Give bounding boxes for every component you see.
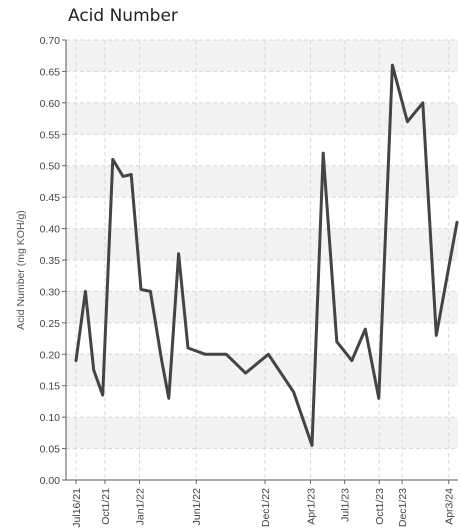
data-point — [322, 151, 325, 155]
y-tick-label: 0.00 — [40, 475, 61, 487]
data-point — [92, 368, 95, 372]
x-tick-label: Dec1/23 — [397, 488, 409, 527]
y-tick-label: 0.10 — [40, 412, 61, 424]
y-tick-label: 0.40 — [40, 224, 61, 236]
grid-band — [66, 134, 458, 166]
data-point — [149, 290, 152, 293]
x-tick-label: Oct1/21 — [100, 488, 112, 525]
x-tick-label: Apr3/24 — [444, 488, 456, 525]
data-point — [177, 252, 180, 255]
data-point — [310, 444, 314, 447]
x-tick-label: Jan1/22 — [135, 488, 147, 526]
x-tick-label: Jul1/23 — [340, 488, 352, 522]
y-tick-label: 0.70 — [40, 35, 61, 47]
y-tick-label: 0.50 — [40, 161, 61, 173]
y-tick-label: 0.25 — [40, 318, 61, 330]
data-point — [121, 175, 125, 178]
data-point — [84, 290, 87, 293]
data-point — [406, 120, 409, 123]
grid-band — [66, 197, 458, 229]
data-point — [101, 393, 104, 397]
y-tick-label: 0.35 — [40, 255, 61, 267]
y-tick-label: 0.15 — [40, 381, 61, 393]
data-point — [364, 327, 367, 331]
grid-band — [66, 291, 458, 323]
y-tick-label: 0.65 — [40, 66, 61, 78]
data-point — [244, 371, 247, 375]
data-point — [435, 334, 438, 337]
data-point — [292, 390, 295, 394]
x-tick-label: Oct1/23 — [374, 488, 386, 525]
x-tick-label: Jun1/22 — [191, 488, 203, 526]
x-tick-label: Apr1/23 — [305, 488, 317, 525]
grid-band — [66, 40, 458, 72]
grid-band — [66, 417, 458, 449]
data-point — [335, 340, 338, 343]
data-point — [421, 101, 425, 105]
y-tick-label: 0.30 — [40, 286, 61, 298]
data-point — [186, 346, 190, 350]
y-tick-label: 0.20 — [40, 349, 61, 361]
data-point — [130, 173, 133, 176]
y-tick-label: 0.05 — [40, 444, 61, 456]
grid-band — [66, 102, 458, 135]
grid-band — [66, 385, 458, 418]
data-point — [204, 353, 207, 356]
grid-band — [66, 448, 458, 480]
grid-band — [66, 228, 458, 260]
chart-title: Acid Number — [68, 6, 178, 26]
data-point — [350, 359, 353, 362]
x-tick-label: Dec1/22 — [260, 488, 272, 527]
grid-band — [66, 165, 458, 198]
x-tick-label: Jul16/21 — [71, 488, 83, 528]
grid-band — [66, 322, 458, 355]
data-point — [267, 353, 270, 356]
data-point — [167, 397, 171, 400]
y-tick-label: 0.45 — [40, 192, 61, 204]
data-point — [74, 359, 78, 362]
y-tick-label: 0.60 — [40, 98, 61, 110]
grid-band — [66, 260, 458, 292]
data-point — [455, 221, 459, 224]
data-point — [139, 288, 143, 291]
data-point — [377, 397, 381, 400]
data-point — [225, 353, 228, 356]
data-point — [391, 63, 394, 67]
y-tick-label: 0.55 — [40, 129, 61, 141]
data-point — [111, 158, 115, 161]
y-axis-label: Acid Number (mg KOH/g) — [15, 210, 27, 330]
data-point — [160, 359, 163, 362]
